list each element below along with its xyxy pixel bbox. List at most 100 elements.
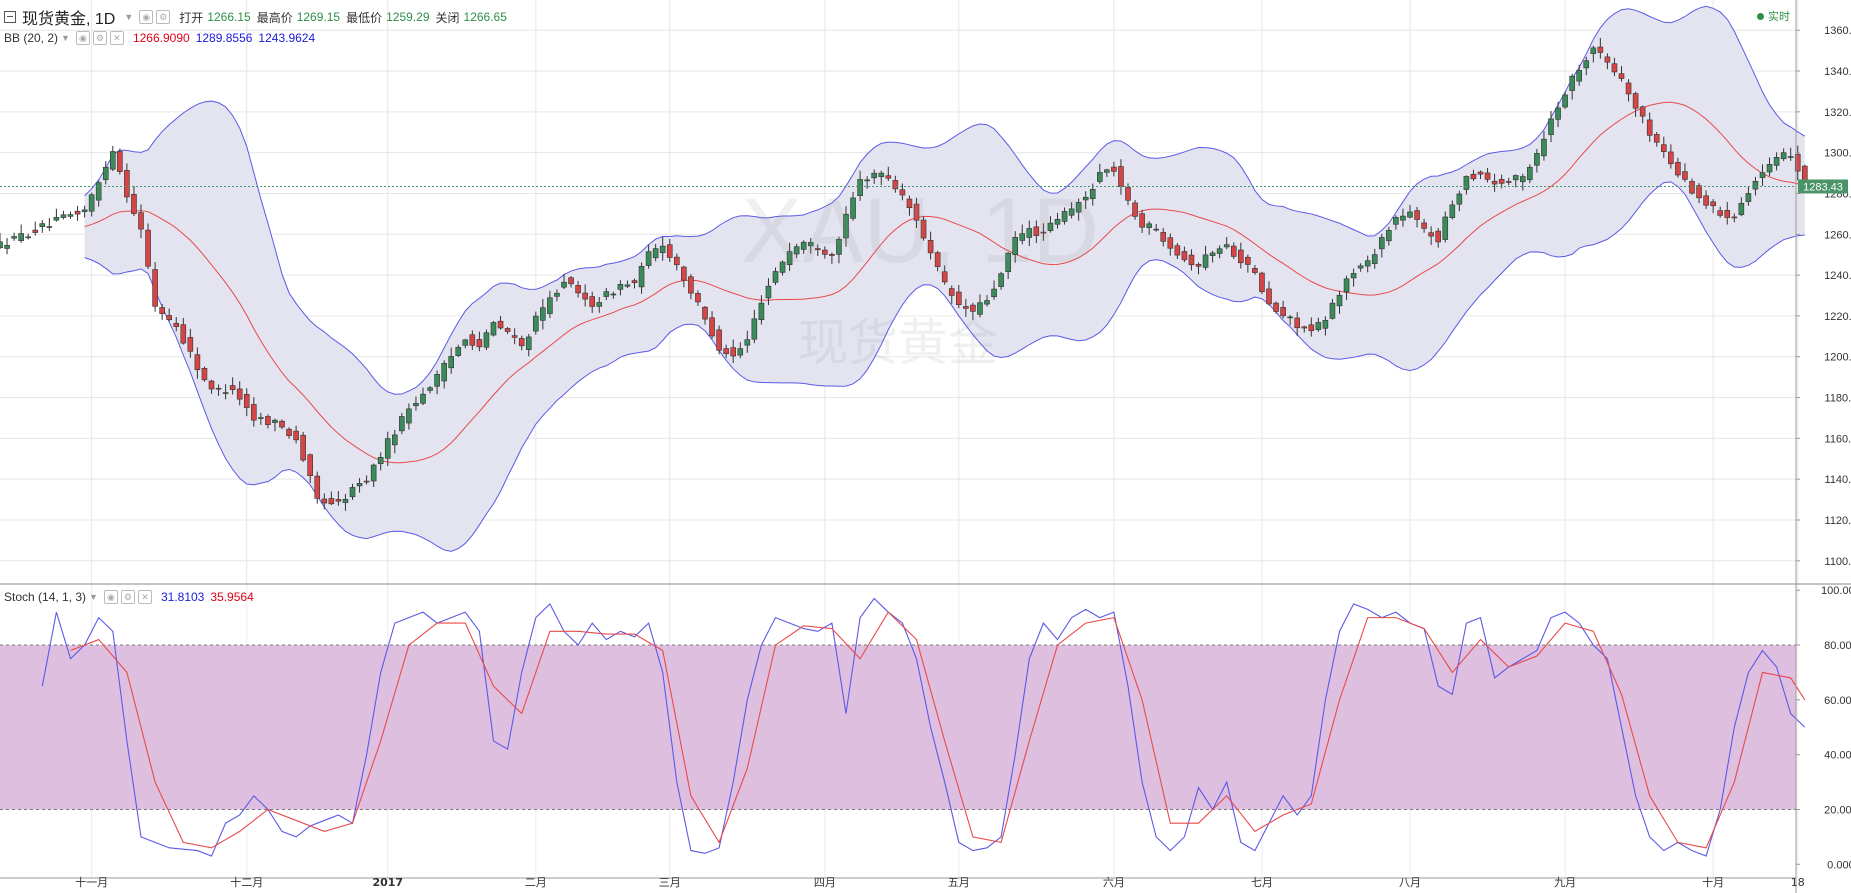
candle-body <box>659 245 666 254</box>
time-tick-label: 2017 <box>372 876 403 889</box>
candle-body <box>74 210 81 215</box>
eye-icon[interactable]: ◉ <box>139 10 154 24</box>
candle-body <box>843 213 849 239</box>
candle-body <box>1350 273 1357 279</box>
candle-body <box>518 338 525 347</box>
time-tick-label: 十月 <box>1702 875 1724 889</box>
candle-body <box>342 498 349 503</box>
high-label: 最高价 <box>256 10 293 25</box>
candle-body <box>1216 248 1223 254</box>
stoch-k-line <box>41 597 1806 857</box>
time-tick-label: 四月 <box>814 876 836 889</box>
candle-body <box>1583 60 1590 69</box>
bb-legend: BB (20, 2) ▼ ◉ ⚙ ✕ 1266.9090 1289.8556 1… <box>4 29 321 47</box>
candle-body <box>243 394 250 408</box>
candle-body <box>1435 230 1441 243</box>
bb-label[interactable]: BB (20, 2) <box>4 31 59 45</box>
candlesticks <box>0 37 1808 511</box>
candle-body <box>673 256 680 266</box>
candle-body <box>751 318 758 340</box>
candle-body <box>624 284 631 287</box>
time-tick-label: 八月 <box>1399 876 1421 889</box>
candle-body <box>1534 153 1540 166</box>
chevron-down-icon[interactable]: ▼ <box>61 33 70 43</box>
candle-body <box>610 293 617 296</box>
candle-body <box>1414 210 1420 220</box>
candle-body <box>300 434 306 461</box>
candle-body <box>67 214 74 217</box>
price-tick-label: 1100.00 <box>1825 556 1851 568</box>
candle-body <box>554 292 560 297</box>
price-tick-label: 1340.00 <box>1824 66 1851 78</box>
candle-body <box>1668 151 1674 165</box>
candle-body <box>321 498 328 504</box>
eye-icon[interactable]: ◉ <box>103 590 118 604</box>
candle-body <box>1773 157 1780 166</box>
settings-icon[interactable]: ⚙ <box>120 590 135 604</box>
symbol-title[interactable]: 现货黄金, 1D <box>22 11 116 28</box>
candle-body <box>1097 172 1103 182</box>
candle-body <box>490 322 497 336</box>
candle-body <box>1689 181 1695 194</box>
candle-body <box>53 217 60 221</box>
chevron-down-icon[interactable]: ▼ <box>89 592 98 602</box>
bb-upper-line <box>84 5 1806 395</box>
candle-body <box>117 151 123 172</box>
live-dot-icon <box>1757 12 1764 20</box>
last-price-tag <box>1798 179 1848 194</box>
candle-body <box>39 223 46 227</box>
candle-body <box>1456 193 1463 205</box>
candle-body <box>32 229 39 233</box>
candle-body <box>1632 93 1639 109</box>
collapse-icon[interactable] <box>4 11 16 23</box>
candle-body <box>568 277 574 285</box>
stoch-label[interactable]: Stoch (14, 1, 3) <box>4 590 87 604</box>
settings-icon[interactable]: ⚙ <box>156 10 171 24</box>
candle-body <box>1498 178 1505 184</box>
candle-body <box>0 241 3 249</box>
candle-body <box>1541 138 1547 157</box>
settings-icon[interactable]: ⚙ <box>92 31 107 45</box>
close-icon[interactable]: ✕ <box>137 590 152 604</box>
chevron-down-icon[interactable]: ▼ <box>124 12 134 22</box>
bb-upper-value: 1289.8556 <box>195 31 253 45</box>
candle-body <box>1259 272 1265 293</box>
candle-body <box>984 300 990 305</box>
candle-body <box>575 285 581 294</box>
candle-body <box>1209 252 1216 256</box>
candle-body <box>1703 195 1709 206</box>
candle-body <box>159 307 165 314</box>
candle-body <box>850 197 856 219</box>
close-icon[interactable]: ✕ <box>109 31 124 45</box>
candle-body <box>448 356 455 369</box>
low-value: 1259.29 <box>386 10 430 24</box>
candle-body <box>511 335 518 338</box>
candle-body <box>1780 152 1787 160</box>
candle-body <box>1301 326 1308 329</box>
candle-body <box>4 244 10 249</box>
candle-body <box>1597 46 1604 53</box>
candle-body <box>730 347 737 357</box>
candle-body <box>215 387 222 390</box>
candle-body <box>666 244 673 258</box>
candle-body <box>222 392 229 394</box>
candle-body <box>1766 164 1773 173</box>
candle-body <box>695 293 701 303</box>
candle-body <box>1505 181 1512 183</box>
candle-body <box>286 428 292 436</box>
candle-body <box>765 285 772 299</box>
candle-body <box>1280 307 1286 317</box>
candle-body <box>1336 294 1343 307</box>
candle-body <box>25 236 32 239</box>
price-tick-label: 1160.00 <box>1825 433 1851 445</box>
low-label: 最低价 <box>346 10 383 25</box>
eye-icon[interactable]: ◉ <box>75 31 90 45</box>
candle-body <box>1223 244 1230 248</box>
candle-body <box>1618 73 1625 79</box>
candle-body <box>229 385 236 390</box>
candle-body <box>173 322 180 327</box>
bb-basis-line <box>84 101 1805 464</box>
candle-body <box>110 151 116 170</box>
candle-body <box>1252 268 1258 273</box>
